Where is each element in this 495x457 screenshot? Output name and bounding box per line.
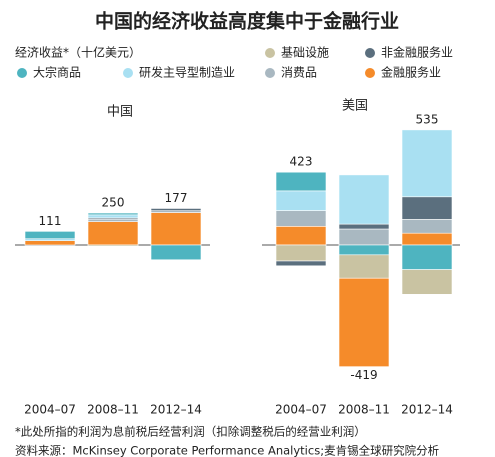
bar-segment <box>275 210 327 227</box>
panel-title: 美国 <box>342 99 368 114</box>
bar-segment <box>275 226 327 246</box>
legend-label: 基础设施 <box>281 46 329 60</box>
legend-label: 大宗商品 <box>33 65 81 80</box>
note: 资料来源：McKinsey Corporate Performance Anal… <box>15 444 439 457</box>
bar-segment <box>87 212 139 216</box>
bar-segment <box>275 171 327 192</box>
bar-segment <box>401 244 453 270</box>
legend-label: 消费品 <box>281 66 317 80</box>
x-tick-label: 2004–07 <box>275 403 327 417</box>
bar-segment <box>401 196 453 220</box>
bar-segment <box>338 244 390 256</box>
bar-segment <box>401 219 453 234</box>
legend-label: 研发主导型制造业 <box>139 65 235 80</box>
total-label: -419 <box>350 368 377 382</box>
legend-label: 金融服务业 <box>381 65 441 80</box>
bar-segment <box>338 228 390 246</box>
bar-segment <box>338 174 390 225</box>
chart-title: 中国的经济收益高度集中于金融行业 <box>95 10 399 33</box>
legend-marker <box>365 48 375 58</box>
bar-segment <box>275 244 327 262</box>
total-label: 250 <box>102 196 125 210</box>
legend-marker <box>265 68 275 78</box>
panel-title: 中国 <box>107 105 133 120</box>
x-tick-label: 2004–07 <box>24 403 76 417</box>
bar-segment <box>150 208 202 211</box>
total-label: 535 <box>416 112 439 126</box>
bar-segment <box>401 129 453 198</box>
x-tick-label: 2008–11 <box>338 403 390 417</box>
bar-segment <box>338 277 390 367</box>
bar-segment <box>150 212 202 246</box>
total-label: 111 <box>39 214 62 228</box>
bar-segment <box>275 190 327 211</box>
legend-label: 非金融服务业 <box>381 45 453 60</box>
total-label: 423 <box>290 155 313 169</box>
bar-segment <box>338 254 390 279</box>
total-label: 177 <box>165 191 188 205</box>
x-tick-label: 2012–14 <box>401 403 453 417</box>
legend-marker <box>17 68 27 78</box>
x-tick-label: 2012–14 <box>150 403 202 417</box>
bar-segment <box>87 221 139 246</box>
note: *此处所指的利润为息前税后经营利润（扣除调整税后的经营业利润） <box>15 425 366 439</box>
bar-segment <box>401 232 453 246</box>
x-tick-label: 2008–11 <box>87 403 139 417</box>
bar-segment <box>150 244 202 261</box>
bar-segment <box>87 218 139 222</box>
bar-segment <box>338 223 390 230</box>
y-label: 经济收益*（十亿美元） <box>15 45 141 60</box>
bar-segment <box>24 231 76 240</box>
bar-segment <box>275 260 327 267</box>
bar-segment <box>87 244 139 247</box>
bar-segment <box>24 240 76 246</box>
bar-segment <box>87 214 139 219</box>
legend-marker <box>123 68 133 78</box>
bar-segment <box>401 269 453 295</box>
legend-marker <box>265 48 275 58</box>
legend-marker <box>365 68 375 78</box>
